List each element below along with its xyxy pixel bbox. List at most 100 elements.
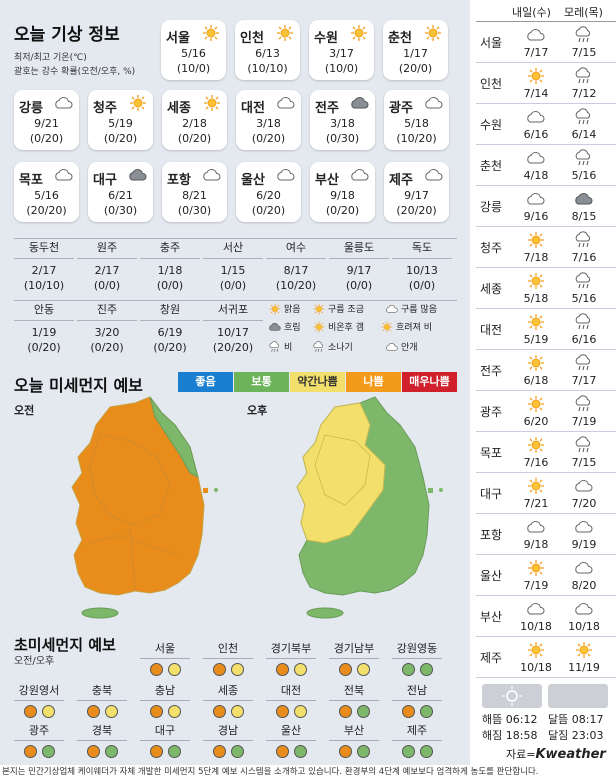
forecast-city: 부산 [480,610,503,624]
ultra-city: 울산 [266,722,316,758]
city-name: 포항 [167,173,191,188]
city-prob: (0/20) [251,204,286,217]
legend-label: 비온후 갬 [328,323,364,333]
forecast-temp-1: 7/14 [523,87,549,100]
pm-dust-dot [293,663,307,676]
legend-item: 흐림 [268,320,301,333]
small-city-name: 서산 [222,241,244,254]
divider [266,258,326,259]
ultra-city: 경기북부 [266,640,316,676]
sun-icon [528,437,544,453]
col-dayafter: 모레(목) [564,6,603,19]
ultra-city-name: 강원영동 [392,640,442,659]
small-city-cell: 충주 1/18 (0/0) [140,238,200,293]
am-dust-dot [338,663,352,676]
am-dust-dot [212,705,226,718]
am-dust-dot [23,745,37,758]
forecast-city: 춘천 [480,159,503,173]
forecast-temp-2: 7/20 [571,497,597,510]
rain-icon [575,395,591,412]
legend-label: 구름 많음 [401,305,437,315]
cloud-icon [203,168,221,181]
sun-icon [528,396,544,412]
city-card: 광주 5/18 (10/20) [384,90,449,150]
forecast-temp-2: 6/16 [571,333,597,346]
am-dust-dot [401,745,415,758]
small-city-temp: 10/17 [217,326,249,339]
pm-dust-dot [356,705,370,718]
small-city-temp: 2/17 [94,264,120,277]
city-temp: 9/21 [34,117,59,130]
pm-dust-dot [293,705,307,718]
rain-icon [575,272,591,289]
small-city-name: 충주 [159,241,181,254]
city-name: 부산 [315,173,339,188]
moon-box [548,684,608,708]
cloud-icon [527,110,545,123]
forecast-row: 광주 6/20 7/19 [476,391,616,432]
forecast-temp-1: 10/18 [520,661,552,674]
legend-label: 맑음 [284,305,301,315]
ultra-city: 부산 [329,722,379,758]
divider [14,238,457,239]
divider [14,320,74,321]
cloud-icon [527,28,545,41]
am-dust-dot [86,705,100,718]
sun-icon [269,303,281,314]
small-city-temp: 1/19 [31,326,57,339]
city-temp: 5/16 [34,189,59,202]
cloud-icon [55,168,73,181]
city-card: 대구 6/21 (0/30) [88,162,153,222]
small-city-prob: (10/20) [275,279,317,292]
rain-icon [575,313,591,330]
forecast-row: 부산 10/18 10/18 [476,596,616,637]
sun-icon [313,321,325,332]
ultra-city-name: 강원영서 [14,682,64,701]
forecast-temp-2: 10/18 [568,620,600,633]
dust-level-chip: 보통 [234,372,289,392]
ultra-city-name: 부산 [329,722,379,741]
am-dust-dot [212,745,226,758]
city-temp: 8/21 [182,189,207,202]
small-city-cell: 진주 3/20 (0/20) [77,300,137,355]
city-name: 대구 [93,173,117,188]
divider [14,258,74,259]
pm-dust-dot [41,745,55,758]
cloud-icon [527,151,545,164]
city-card: 춘천 1/17 (20/0) [383,20,448,80]
small-city-name: 독도 [411,241,433,254]
ultra-city-name: 광주 [14,722,64,741]
moonrise: 달뜸 08:17 [548,713,604,726]
sun-icon [576,642,592,658]
sun-icon [130,95,146,111]
footer-note: 본지는 민간기상업체 케이웨더가 자체 개발한 미세먼지 5단계 예보 시스템을… [2,767,539,777]
city-temp: 1/17 [403,47,428,60]
pm-dust-dot [104,705,118,718]
pm-dust-dot [104,745,118,758]
cloud-icon [386,342,398,351]
forecast-city: 세종 [480,282,503,296]
forecast-temp-1: 7/18 [523,251,549,264]
pm-dust-dot [419,745,433,758]
small-city-prob: (0/0) [219,279,247,292]
cloud-icon [575,561,593,574]
sun-box [482,684,542,708]
small-city-cell: 원주 2/17 (0/0) [77,238,137,293]
sun-icon [351,25,367,41]
rain-icon [575,149,591,166]
forecast-temp-2: 7/17 [571,374,597,387]
city-name: 광주 [389,101,413,116]
am-dust-dot [86,745,100,758]
pm-dust-dot [167,705,181,718]
dust-level-chip: 약간나쁨 [290,372,345,392]
city-name: 서울 [166,31,190,46]
small-city-cell: 안동 1/19 (0/20) [14,300,74,355]
ultra-city-name: 전북 [329,682,379,701]
legend-label: 비 [284,343,293,353]
city-temp: 3/18 [256,117,281,130]
divider [140,320,200,321]
dark-cloud-icon [129,168,147,181]
forecast-city: 대전 [480,323,503,337]
forecast-row: 제주 10/18 11/19 [476,637,616,678]
dust-level-chip: 나쁨 [346,372,401,392]
